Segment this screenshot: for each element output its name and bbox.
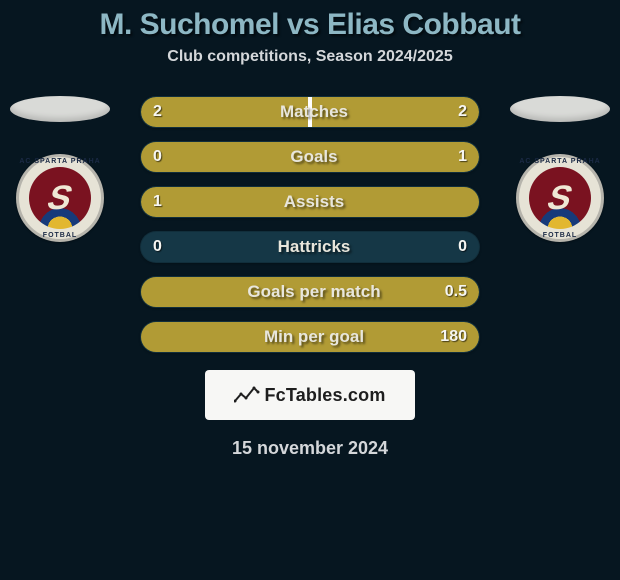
source-badge: FcTables.com [205, 370, 415, 420]
stat-label: Hattricks [278, 237, 351, 257]
footer-date: 15 november 2024 [0, 438, 620, 459]
stat-label: Matches [280, 102, 348, 122]
comparison-rows: 2 Matches 2 0 Goals 1 1 Assists 0 Hattricks 0 Goals… [140, 96, 480, 353]
player-left-ellipse [10, 96, 110, 122]
stat-value-right: 2 [458, 103, 467, 121]
stat-label: Goals per match [247, 282, 380, 302]
stat-row: Min per goal 180 [140, 321, 480, 353]
stat-value-right: 1 [458, 148, 467, 166]
logo-text-top: AC SPARTA PRAHA [16, 158, 104, 165]
player-right-ellipse [510, 96, 610, 122]
page-subtitle: Club competitions, Season 2024/2025 [0, 48, 620, 66]
logo-text-bottom: FOTBAL [16, 232, 104, 239]
stat-row: Goals per match 0.5 [140, 276, 480, 308]
stat-value-left: 0 [153, 148, 162, 166]
source-logo-icon [234, 386, 260, 404]
player-right-side: AC SPARTA PRAHA S FOTBAL [500, 96, 620, 242]
stat-row: 1 Assists [140, 186, 480, 218]
page-title: M. Suchomel vs Elias Cobbaut [0, 8, 620, 42]
logo-text-top: AC SPARTA PRAHA [516, 158, 604, 165]
stat-value-right: 0 [458, 238, 467, 256]
logo-text-bottom: FOTBAL [516, 232, 604, 239]
stat-value-left: 1 [153, 193, 162, 211]
stat-value-right: 180 [440, 328, 467, 346]
stat-label: Min per goal [264, 327, 364, 347]
infographic-root: M. Suchomel vs Elias Cobbaut Club compet… [0, 0, 620, 580]
source-label: FcTables.com [264, 385, 385, 406]
comparison-chart: AC SPARTA PRAHA S FOTBAL AC SPARTA PRAHA… [0, 96, 620, 356]
club-logo-left: AC SPARTA PRAHA S FOTBAL [16, 154, 104, 242]
stat-value-left: 2 [153, 103, 162, 121]
club-logo-right: AC SPARTA PRAHA S FOTBAL [516, 154, 604, 242]
stat-row: 0 Hattricks 0 [140, 231, 480, 263]
stat-label: Assists [284, 192, 344, 212]
stat-row: 2 Matches 2 [140, 96, 480, 128]
stat-value-right: 0.5 [445, 283, 467, 301]
stat-label: Goals [290, 147, 337, 167]
player-left-side: AC SPARTA PRAHA S FOTBAL [0, 96, 120, 242]
stat-row: 0 Goals 1 [140, 141, 480, 173]
stat-value-left: 0 [153, 238, 162, 256]
